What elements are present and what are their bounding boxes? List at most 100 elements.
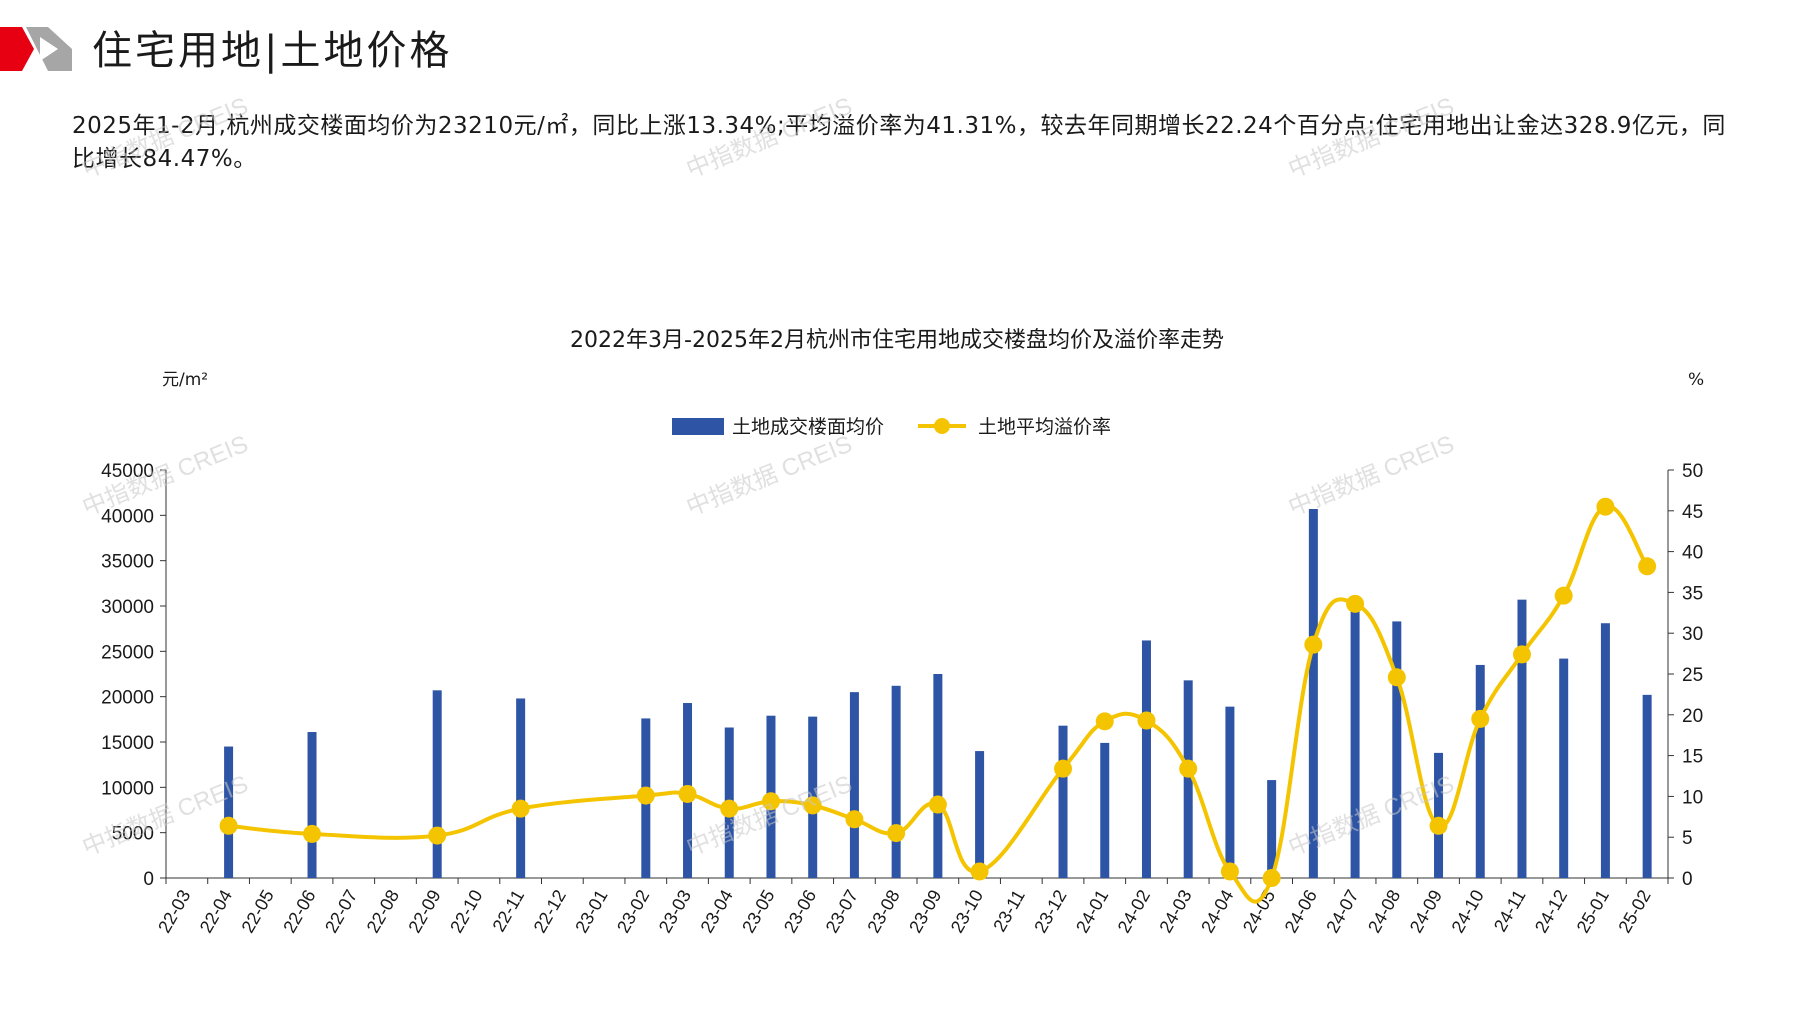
premium-rate-point (1387, 668, 1406, 687)
price-bar (307, 732, 317, 878)
price-bar (1141, 640, 1151, 878)
premium-rate-point (1596, 497, 1615, 516)
page-title: 住宅用地|土地价格 (92, 28, 453, 74)
y-right-tick-label: 10 (1682, 787, 1703, 808)
y-left-tick-label: 45000 (101, 461, 154, 482)
price-bar (891, 685, 901, 878)
x-tick-label: 25-02 (1614, 886, 1654, 936)
premium-rate-point (1638, 557, 1657, 576)
price-bar (975, 751, 985, 878)
premium-rate-point (1054, 759, 1073, 778)
price-bar (1350, 605, 1360, 878)
premium-rate-point (970, 862, 989, 881)
logo-red-shape (0, 27, 34, 71)
x-tick-label: 22-06 (279, 886, 319, 936)
legend-bar-label: 土地成交楼面均价 (732, 416, 884, 438)
y-left-tick-label: 35000 (101, 552, 154, 573)
x-tick-label: 24-12 (1531, 886, 1571, 936)
premium-rate-point (887, 824, 906, 843)
price-bar (1225, 706, 1235, 878)
premium-rate-point (1512, 645, 1531, 664)
y-right-tick-label: 25 (1682, 665, 1703, 686)
x-tick-label: 23-11 (989, 886, 1029, 935)
price-bar (1058, 725, 1068, 878)
premium-rate-point (1471, 709, 1490, 728)
x-tick-label: 24-03 (1155, 886, 1195, 936)
y-right-tick-label: 0 (1682, 869, 1693, 890)
x-tick-label: 23-04 (696, 886, 736, 936)
premium-rate-point (1554, 586, 1573, 605)
x-tick-label: 23-07 (822, 886, 862, 936)
price-bar (1308, 508, 1318, 878)
premium-rate-point (303, 824, 322, 843)
x-tick-label: 24-07 (1322, 886, 1362, 936)
premium-rate-point (1137, 711, 1156, 730)
x-tick-label: 24-06 (1281, 886, 1321, 936)
premium-rate-point (1346, 594, 1365, 613)
y-left-tick-label: 0 (143, 869, 154, 890)
x-tick-label: 24-10 (1447, 886, 1487, 936)
y-left-tick-label: 40000 (101, 506, 154, 527)
price-bar (1642, 694, 1652, 878)
x-tick-label: 23-10 (947, 886, 987, 936)
premium-rate-point (1304, 635, 1323, 654)
x-tick-label: 24-02 (1114, 886, 1154, 936)
y-left-unit: 元/m² (162, 370, 208, 390)
legend-line-label: 土地平均溢价率 (978, 416, 1111, 438)
x-tick-label: 24-11 (1490, 886, 1530, 935)
price-bar (1267, 780, 1277, 878)
premium-rate-point (1429, 816, 1448, 835)
x-tick-label: 23-12 (1030, 886, 1070, 936)
price-bar (224, 746, 234, 878)
x-tick-label: 24-08 (1364, 886, 1404, 936)
y-right-tick-label: 30 (1682, 624, 1703, 645)
price-bar (432, 690, 442, 878)
y-right-unit: % (1688, 370, 1704, 390)
x-tick-label: 24-04 (1197, 886, 1237, 936)
premium-rate-point (720, 799, 739, 818)
premium-rate-point (511, 799, 530, 818)
premium-rate-point (636, 786, 655, 805)
y-left-tick-label: 25000 (101, 642, 154, 663)
x-tick-label: 22-10 (446, 886, 486, 936)
legend: 土地成交楼面均价 土地平均溢价率 (672, 416, 1111, 438)
y-left-tick-label: 20000 (101, 688, 154, 709)
chart-title: 2022年3月-2025年2月杭州市住宅用地成交楼盘均价及溢价率走势 (570, 328, 1224, 353)
x-tick-label: 22-05 (238, 886, 278, 936)
price-bar (1183, 680, 1193, 878)
x-tick-label: 23-02 (613, 886, 653, 936)
legend-line-marker (934, 418, 950, 434)
x-tick-label: 23-03 (655, 886, 695, 936)
summary-text: 2025年1-2月,杭州成交楼面均价为23210元/㎡，同比上涨13.34%;平… (72, 113, 1726, 172)
x-tick-label: 23-09 (905, 886, 945, 936)
price-bar (1392, 621, 1402, 878)
price-bar (1475, 664, 1485, 878)
premium-rate-point (928, 795, 947, 814)
premium-rate-point (1220, 862, 1239, 881)
y-left-tick-label: 30000 (101, 597, 154, 618)
x-tick-label: 24-09 (1406, 886, 1446, 936)
price-bar (516, 698, 526, 878)
x-tick-label: 22-09 (404, 886, 444, 936)
y-left-tick-label: 5000 (112, 824, 154, 845)
x-tick-label: 23-05 (738, 886, 778, 936)
premium-rate-point (761, 792, 780, 811)
y-left-tick-label: 15000 (101, 733, 154, 754)
line-series (219, 497, 1657, 904)
x-tick-label: 25-01 (1573, 886, 1613, 936)
premium-rate-point (428, 826, 447, 845)
price-bar (1100, 742, 1110, 878)
premium-rate-point (1095, 712, 1114, 731)
premium-rate-point (1179, 759, 1198, 778)
premium-rate-point (803, 796, 822, 815)
legend-bar-swatch (672, 418, 724, 435)
premium-rate-point (1262, 869, 1281, 887)
y-right-tick-label: 20 (1682, 706, 1703, 727)
price-bar (1517, 599, 1527, 878)
premium-rate-point (845, 810, 864, 829)
price-bar (1434, 752, 1444, 878)
price-bar (1600, 623, 1610, 878)
x-tick-label: 24-01 (1072, 886, 1112, 936)
brand-logo (0, 27, 72, 71)
